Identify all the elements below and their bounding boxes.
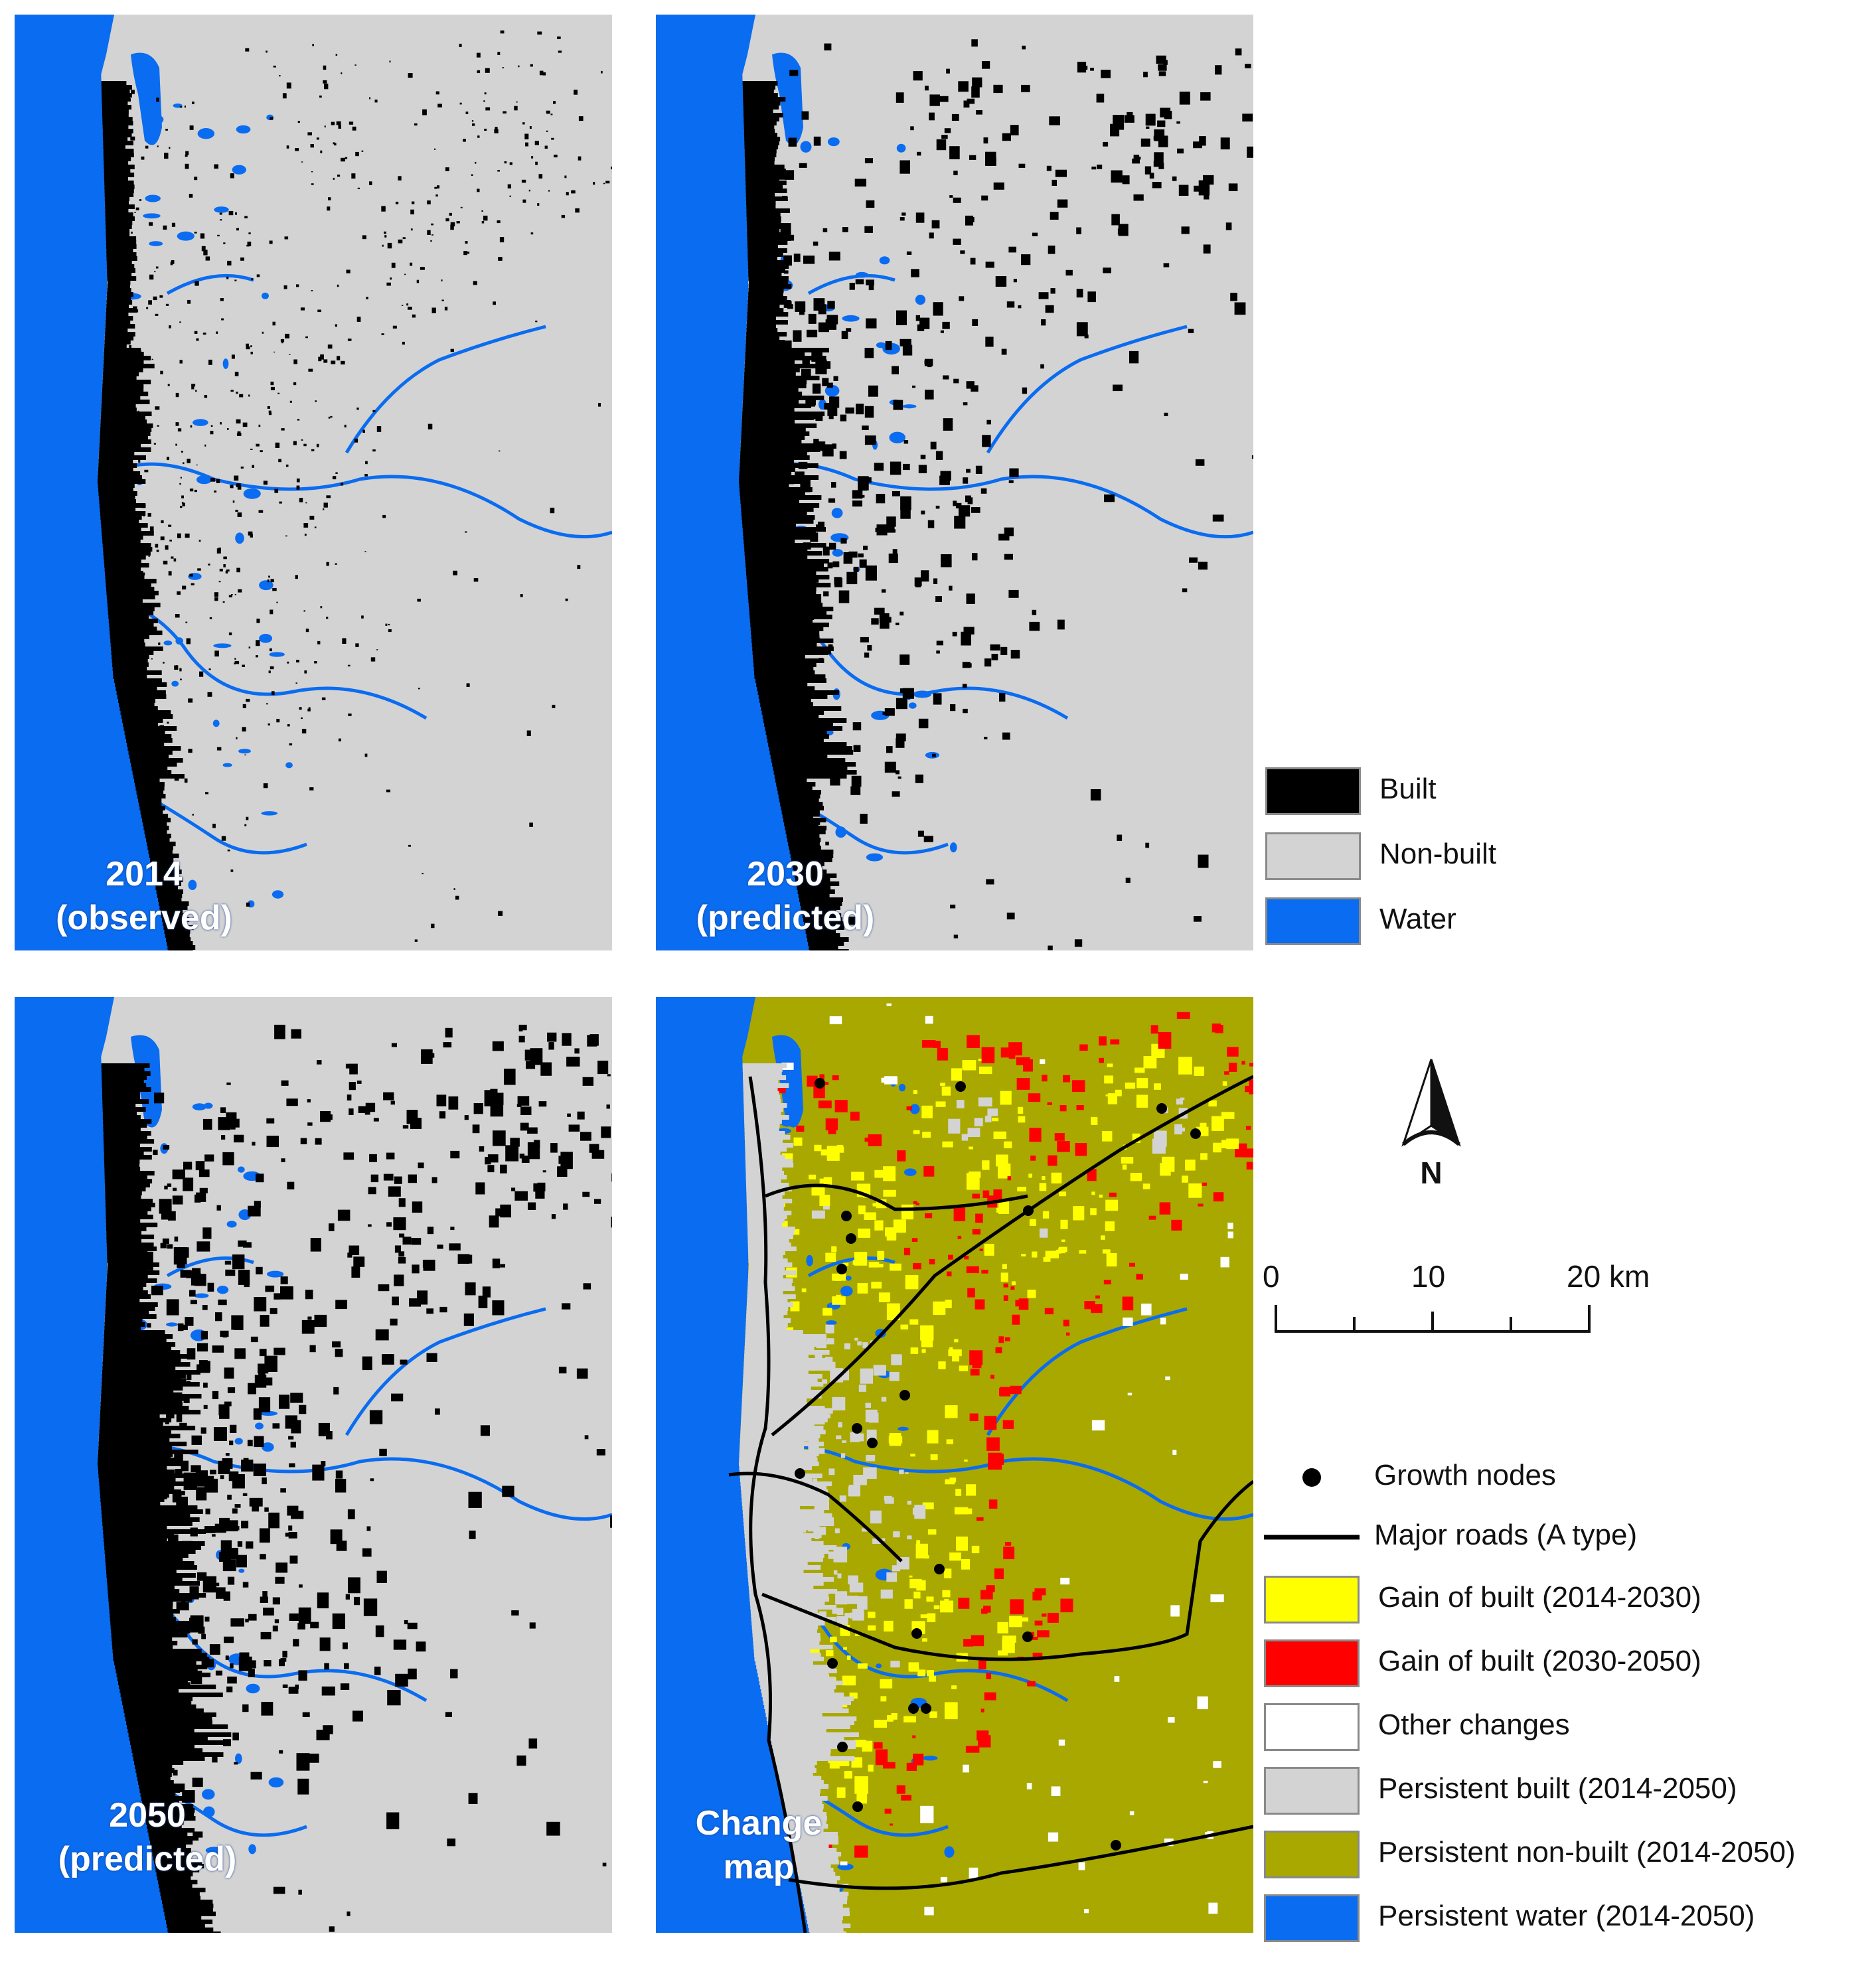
- map-change: [656, 997, 1253, 1933]
- map-panel-2030: 2030 (predicted): [656, 15, 1253, 950]
- map-2050: [15, 997, 612, 1933]
- scale-label-0: 0: [1263, 1259, 1280, 1294]
- scale-label-20: 20 km: [1567, 1259, 1650, 1294]
- legend-label: Persistent non-built (2014-2050): [1378, 1836, 1796, 1868]
- legend-swatch: [1264, 1639, 1360, 1687]
- scale-bar: 0 10 20 km: [1261, 1258, 1686, 1351]
- map-panel-2014: 2014 (observed): [15, 15, 612, 950]
- panel-year: 2050: [109, 1796, 186, 1835]
- legend-label: Other changes: [1378, 1708, 1570, 1741]
- panel-title-line1: Change: [695, 1804, 822, 1843]
- panel-label-2050: 2050 (predicted): [28, 1793, 267, 1881]
- legend-swatch: [1264, 1767, 1360, 1815]
- panel-title-line2: map: [723, 1848, 795, 1886]
- legend-label: Water: [1379, 903, 1456, 935]
- panel-label-change: Change map: [669, 1801, 848, 1889]
- map-2030: [656, 15, 1253, 950]
- panel-status: (observed): [56, 899, 232, 937]
- legend-label: Gain of built (2030-2050): [1378, 1645, 1701, 1677]
- panel-label-2030: 2030 (predicted): [663, 852, 908, 940]
- legend-swatch: [1265, 897, 1361, 945]
- legend-swatch: [1264, 1576, 1360, 1624]
- north-arrow: N: [1391, 1057, 1471, 1196]
- legend-label: Gain of built (2014-2030): [1378, 1581, 1701, 1614]
- north-letter: N: [1420, 1156, 1443, 1190]
- map-2014: [15, 15, 612, 950]
- legend-change: Growth nodes Major roads (A type) Gain o…: [1264, 1454, 1875, 1958]
- scale-label-10: 10: [1411, 1259, 1446, 1294]
- legend-swatch: [1265, 832, 1361, 880]
- growth-node-icon: [1302, 1468, 1321, 1487]
- scale-bar-graphic: [1275, 1305, 1591, 1333]
- panel-label-2014: 2014 (observed): [28, 852, 260, 940]
- legend-swatch: [1264, 1894, 1360, 1942]
- legend-swatch: [1264, 1703, 1360, 1751]
- panel-status: (predicted): [696, 899, 875, 937]
- legend-label: Built: [1379, 773, 1437, 805]
- legend-swatch: [1264, 1831, 1360, 1878]
- legend-label: Persistent water (2014-2050): [1378, 1900, 1755, 1932]
- map-panel-change: Change map: [656, 997, 1253, 1933]
- map-panel-2050: 2050 (predicted): [15, 997, 612, 1933]
- road-line-icon: [1264, 1535, 1360, 1540]
- panel-status: (predicted): [58, 1840, 237, 1878]
- legend-label: Growth nodes: [1374, 1459, 1556, 1491]
- legend-label: Major roads (A type): [1374, 1519, 1638, 1551]
- north-arrow-icon: [1401, 1059, 1461, 1147]
- legend-label: Non-built: [1379, 838, 1497, 870]
- panel-year: 2030: [747, 855, 824, 893]
- legend-swatch: [1265, 767, 1361, 815]
- legend-landcover: Built Non-built Water: [1265, 767, 1664, 946]
- panel-year: 2014: [106, 855, 183, 893]
- legend-label: Persistent built (2014-2050): [1378, 1772, 1737, 1805]
